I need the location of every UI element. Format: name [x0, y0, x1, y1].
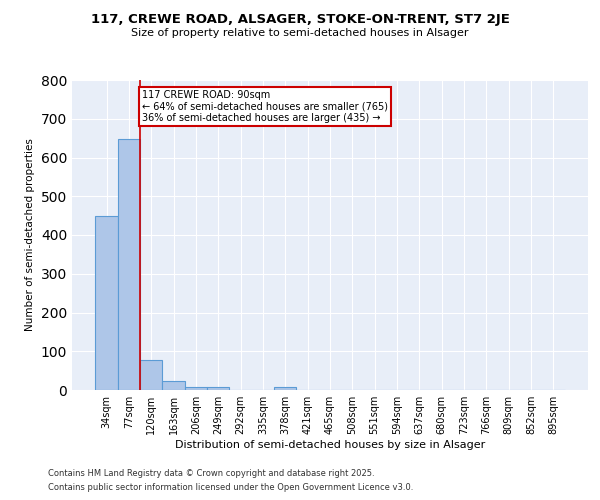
Bar: [95, 216, 118, 390]
Text: Contains public sector information licensed under the Open Government Licence v3: Contains public sector information licen…: [48, 484, 413, 492]
Bar: [274, 387, 296, 390]
Text: Size of property relative to semi-detached houses in Alsager: Size of property relative to semi-detach…: [131, 28, 469, 38]
Text: 117 CREWE ROAD: 90sqm
← 64% of semi-detached houses are smaller (765)
36% of sem: 117 CREWE ROAD: 90sqm ← 64% of semi-deta…: [142, 90, 388, 123]
Bar: [185, 386, 207, 390]
Y-axis label: Number of semi-detached properties: Number of semi-detached properties: [25, 138, 35, 332]
Bar: [163, 382, 185, 390]
Text: 117, CREWE ROAD, ALSAGER, STOKE-ON-TRENT, ST7 2JE: 117, CREWE ROAD, ALSAGER, STOKE-ON-TRENT…: [91, 12, 509, 26]
X-axis label: Distribution of semi-detached houses by size in Alsager: Distribution of semi-detached houses by …: [175, 440, 485, 450]
Bar: [140, 360, 163, 390]
Bar: [207, 388, 229, 390]
Bar: [118, 139, 140, 390]
Text: Contains HM Land Registry data © Crown copyright and database right 2025.: Contains HM Land Registry data © Crown c…: [48, 468, 374, 477]
